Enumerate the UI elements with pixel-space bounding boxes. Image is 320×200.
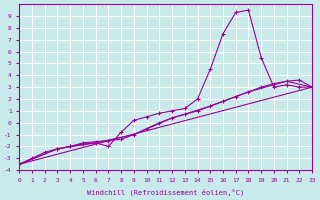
X-axis label: Windchill (Refroidissement éolien,°C): Windchill (Refroidissement éolien,°C)	[87, 188, 244, 196]
